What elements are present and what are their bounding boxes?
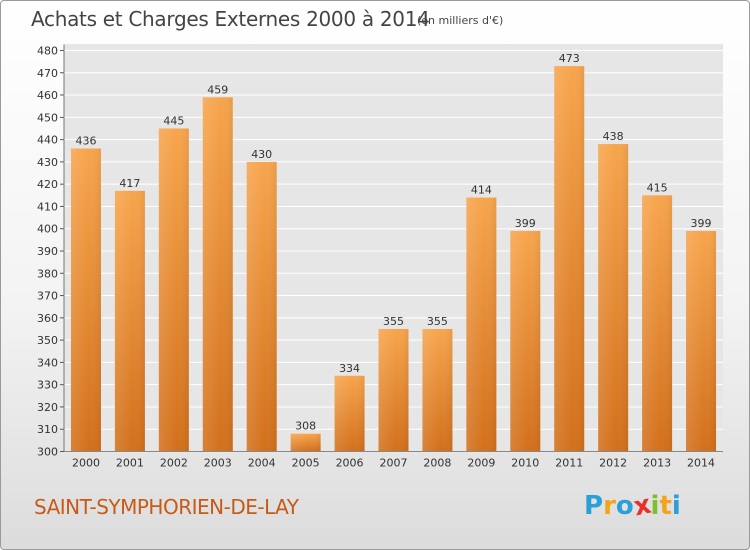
data-label: 414: [471, 184, 492, 197]
bar-shade: [642, 195, 673, 452]
bar-shade: [686, 230, 717, 452]
data-label: 438: [603, 130, 624, 143]
data-label: 473: [559, 52, 580, 65]
x-tick-label: 2007: [380, 457, 408, 470]
bar-shade: [114, 190, 145, 452]
x-tick-label: 2005: [292, 457, 320, 470]
y-tick-label: 460: [37, 89, 58, 102]
bar-shade: [246, 161, 277, 452]
y-tick-label: 320: [37, 401, 58, 414]
chart-title: Achats et Charges Externes 2000 à 2014: [31, 7, 430, 31]
data-label: 399: [691, 217, 712, 230]
bar-shade: [70, 148, 101, 452]
y-axis-ticks: 300 310 320 330 340 350 360 370 380 390 400 410 420 4…: [37, 44, 65, 459]
bar-shade: [290, 433, 321, 452]
data-labels: 436 417 445 459 430 308 334 355 355 414 399 473 438 4…: [75, 52, 711, 433]
x-tick-label: 2011: [555, 457, 583, 470]
y-tick-label: 400: [37, 223, 58, 236]
y-tick-label: 450: [37, 111, 58, 124]
x-tick-label: 2014: [687, 457, 715, 470]
bar-shade: [422, 328, 453, 452]
x-tick-label: 2006: [336, 457, 364, 470]
data-label: 399: [515, 217, 536, 230]
x-tick-label: 2013: [643, 457, 671, 470]
x-axis-ticks: 2000 2001 2002 2003 2004 2005 2006 2007 2008 2009…: [64, 451, 723, 470]
y-tick-label: 370: [37, 290, 58, 303]
data-label: 308: [295, 420, 316, 433]
x-tick-label: 2010: [511, 457, 539, 470]
logo-letter: t: [659, 491, 672, 521]
y-tick-label: 420: [37, 178, 58, 191]
x-tick-label: 2012: [599, 457, 627, 470]
bar-shade: [334, 375, 365, 452]
bar-shade: [510, 230, 541, 452]
bar-shade: [554, 66, 585, 452]
y-tick-label: 300: [37, 446, 58, 459]
y-tick-label: 410: [37, 200, 58, 213]
logo-letter: P: [584, 491, 604, 521]
data-label: 417: [119, 177, 140, 190]
logo-letter: i: [671, 491, 681, 521]
data-label: 334: [339, 362, 360, 375]
bars: [70, 66, 717, 452]
logo-letter: o: [615, 491, 634, 521]
bar-shade: [378, 328, 409, 452]
data-label: 430: [251, 148, 272, 161]
y-tick-label: 440: [37, 134, 58, 147]
bar-shade: [466, 197, 497, 452]
logo-letter: i: [650, 491, 660, 521]
data-label: 436: [75, 135, 96, 148]
x-tick-label: 2004: [248, 457, 276, 470]
x-tick-label: 2001: [116, 457, 144, 470]
chart-subtitle: (en milliers d'€): [417, 14, 504, 27]
y-tick-label: 470: [37, 67, 58, 80]
proxiti-logo: Proxiti: [584, 490, 681, 523]
data-label: 459: [207, 83, 228, 96]
data-label: 355: [383, 315, 404, 328]
y-tick-label: 360: [37, 312, 58, 325]
y-tick-label: 340: [37, 356, 58, 369]
y-tick-label: 430: [37, 156, 58, 169]
y-tick-label: 310: [37, 423, 58, 436]
data-label: 355: [427, 315, 448, 328]
y-tick-label: 380: [37, 267, 58, 280]
commune-name: SAINT-SYMPHORIEN-DE-LAY: [34, 495, 299, 519]
x-tick-label: 2003: [204, 457, 232, 470]
bar-shade: [598, 144, 629, 452]
data-label: 445: [163, 114, 184, 127]
bar-shade: [202, 97, 233, 452]
x-tick-label: 2002: [160, 457, 188, 470]
logo-letter: r: [603, 491, 616, 521]
y-tick-label: 350: [37, 334, 58, 347]
y-tick-label: 390: [37, 245, 58, 258]
x-tick-label: 2008: [423, 457, 451, 470]
y-tick-label: 330: [37, 379, 58, 392]
bar-shade: [158, 128, 189, 452]
x-tick-label: 2009: [467, 457, 495, 470]
x-tick-label: 2000: [72, 457, 100, 470]
y-tick-label: 480: [37, 45, 58, 58]
data-label: 415: [647, 181, 668, 194]
